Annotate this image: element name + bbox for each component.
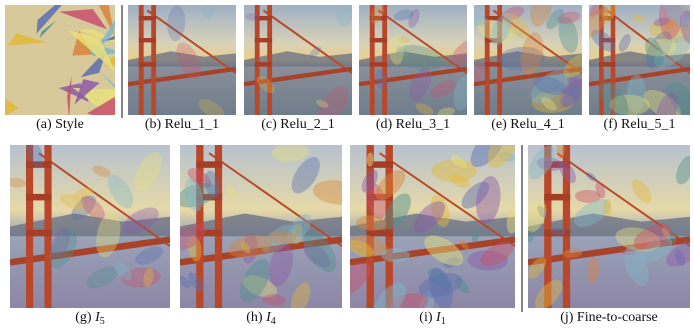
tower-beam bbox=[196, 161, 222, 168]
brush-stroke bbox=[381, 248, 410, 262]
caption: (e) Relu_4_1 bbox=[491, 117, 564, 132]
tower-beam bbox=[599, 62, 615, 66]
caption: (c) Relu_2_1 bbox=[261, 117, 334, 132]
caption: (g) I5 bbox=[75, 310, 105, 327]
tower-beam bbox=[367, 230, 393, 237]
caption: (d) Relu_3_1 bbox=[376, 117, 450, 132]
tower-beam bbox=[370, 38, 387, 42]
tower-beam bbox=[544, 194, 570, 201]
panel-image bbox=[571, 0, 694, 132]
caption: (j) Fine-to-coarse bbox=[560, 310, 658, 325]
caption-subscript: 4 bbox=[271, 316, 276, 327]
caption-subscript: 1 bbox=[441, 316, 446, 327]
panel-image bbox=[461, 0, 596, 117]
tower-beam bbox=[255, 62, 272, 66]
tower-leg bbox=[26, 143, 33, 310]
caption-label: (h) bbox=[246, 310, 263, 325]
caption: (h) I4 bbox=[246, 310, 276, 327]
panel-image bbox=[128, 0, 236, 123]
caption: (b) Relu_1_1 bbox=[145, 117, 219, 132]
tower-leg bbox=[215, 143, 222, 310]
caption-label: (g) bbox=[75, 310, 92, 325]
caption-label: (i) bbox=[419, 310, 433, 325]
panel-image bbox=[359, 1, 486, 118]
tower-beam bbox=[139, 16, 156, 20]
figure: (a) Style (b) Relu_1_1 (c) Relu_2_1 (d) Rel… bbox=[0, 0, 694, 330]
panel-image bbox=[7, 137, 170, 310]
panel-image bbox=[0, 0, 132, 135]
style-shape bbox=[20, 0, 27, 5]
tower-beam bbox=[26, 230, 52, 237]
tower-beam bbox=[26, 194, 52, 201]
caption-subscript: 5 bbox=[100, 316, 105, 327]
panel-image bbox=[522, 141, 694, 314]
caption: (i) I1 bbox=[419, 310, 445, 327]
caption: (a) Style bbox=[36, 117, 84, 132]
tower-beam bbox=[139, 38, 156, 42]
caption: (f) Relu_5_1 bbox=[604, 117, 676, 132]
tower-beam bbox=[139, 62, 156, 66]
panel-image bbox=[165, 142, 362, 316]
tower-leg bbox=[44, 143, 51, 310]
panel-image bbox=[244, 0, 363, 131]
tower-beam bbox=[370, 62, 387, 66]
panel-image bbox=[328, 121, 524, 326]
tower-beam bbox=[255, 38, 272, 42]
